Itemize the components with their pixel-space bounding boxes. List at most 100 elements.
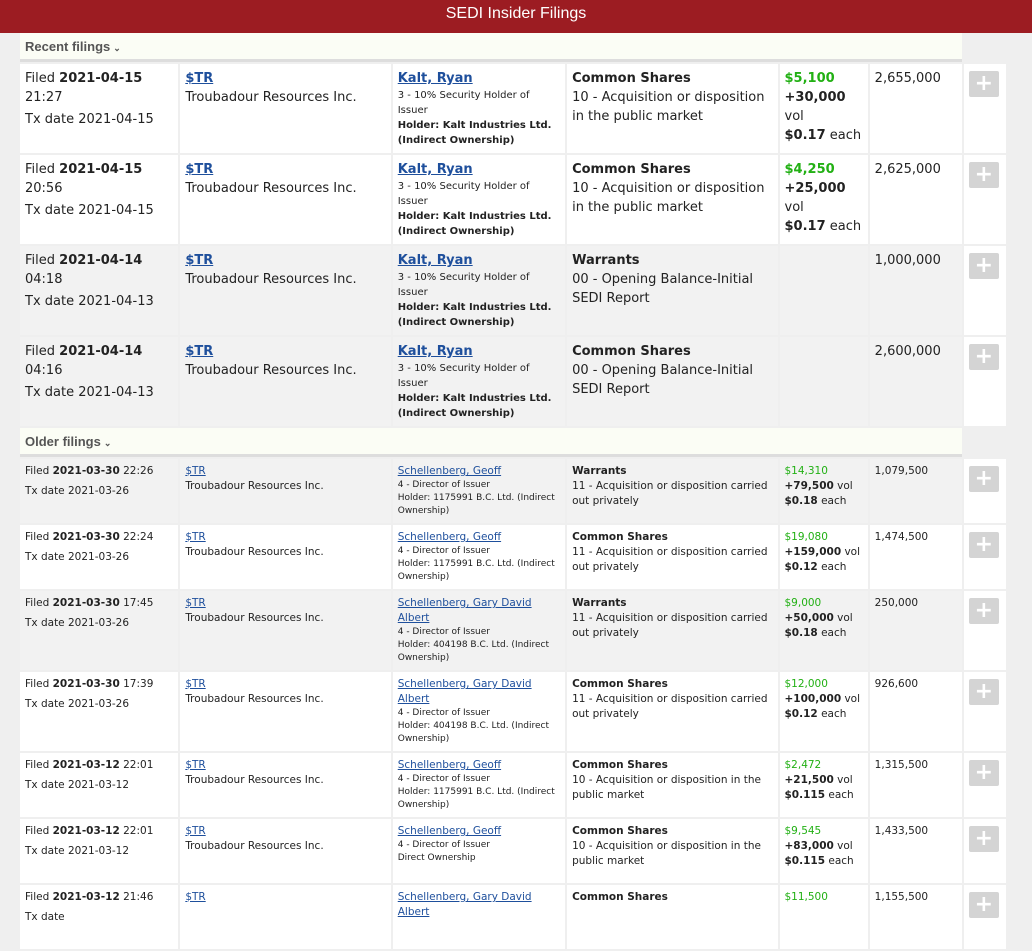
unit-price: $0.17: [784, 219, 826, 234]
section-header-recent[interactable]: Recent filings ⌄: [20, 33, 962, 62]
unit-price: $0.17: [784, 128, 826, 143]
filed-cell: Filed 2021-03-30 17:39 Tx date 2021-03-26: [20, 672, 179, 751]
insider-link[interactable]: Kalt, Ryan: [397, 71, 473, 86]
insider-cell: Kalt, Ryan 3 - 10% Security Holder of Iss…: [392, 246, 566, 335]
volume-label: vol: [844, 546, 861, 558]
ticker-link[interactable]: $TR: [185, 825, 206, 837]
security-type: Warrants: [572, 597, 627, 609]
holdings: 926,600: [874, 678, 919, 690]
tx-date: 2021-03-26: [68, 551, 130, 563]
volume: +159,000: [784, 546, 842, 558]
issuer-cell: $TR Troubadour Resources Inc.: [180, 672, 391, 751]
section-title: Recent filings: [25, 39, 111, 54]
insider-link[interactable]: Schellenberg, Geoff: [397, 531, 502, 543]
insider-cell: Schellenberg, Gary David Albert 4 - Direc…: [392, 591, 566, 670]
tx-label: Tx date: [25, 485, 65, 497]
expand-button[interactable]: +: [968, 162, 999, 188]
filed-cell: Filed 2021-04-14 04:16 Tx date 2021-04-13: [20, 337, 179, 426]
tx-date: 2021-04-15: [78, 203, 154, 218]
expand-button[interactable]: +: [968, 253, 999, 279]
expand-button[interactable]: +: [968, 344, 999, 370]
holdings-cell: 1,000,000: [869, 246, 962, 335]
insider-role: 4 - Director of Issuer: [397, 480, 490, 490]
ticker-link[interactable]: $TR: [185, 162, 214, 177]
filed-time: 17:39: [123, 678, 154, 690]
holdings: 2,600,000: [874, 344, 941, 359]
tx-date: 2021-04-15: [78, 112, 154, 127]
plus-icon: +: [974, 760, 994, 785]
company-name: Troubadour Resources Inc.: [185, 480, 324, 492]
insider-link[interactable]: Kalt, Ryan: [397, 253, 473, 268]
insider-link[interactable]: Schellenberg, Geoff: [397, 465, 502, 477]
unit-price: $0.12: [784, 708, 818, 720]
insider-link[interactable]: Kalt, Ryan: [397, 344, 473, 359]
holdings-cell: 2,600,000: [869, 337, 962, 426]
value-cell: $5,100 +30,000 vol $0.17 each: [779, 64, 868, 153]
tx-date: 2021-03-26: [68, 485, 130, 497]
value-cell: $19,080 +159,000 vol $0.12 each: [779, 525, 868, 589]
expand-cell: +: [963, 64, 1006, 153]
transaction-nature: 10 - Acquisition or disposition in the p…: [572, 774, 761, 801]
filed-cell: Filed 2021-03-30 22:26 Tx date 2021-03-26: [20, 459, 179, 523]
expand-button[interactable]: +: [968, 598, 999, 624]
company-name: Troubadour Resources Inc.: [185, 181, 357, 196]
ticker-link[interactable]: $TR: [185, 253, 214, 268]
ticker-link[interactable]: $TR: [185, 891, 206, 903]
security-cell: Common Shares 00 - Opening Balance-Initia…: [567, 337, 778, 426]
transaction-value: $9,000: [784, 597, 822, 609]
holdings: 1,474,500: [874, 531, 929, 543]
insider-link[interactable]: Schellenberg, Geoff: [397, 825, 502, 837]
ticker-link[interactable]: $TR: [185, 71, 214, 86]
holder-info: Holder: 1175991 B.C. Ltd. (Indirect Owne…: [397, 559, 555, 582]
company-name: Troubadour Resources Inc.: [185, 612, 324, 624]
ticker-link[interactable]: $TR: [185, 678, 206, 690]
table-row: Filed 2021-04-14 04:16 Tx date 2021-04-13…: [20, 337, 1006, 426]
expand-button[interactable]: +: [968, 532, 999, 558]
holdings-cell: 250,000: [869, 591, 962, 670]
holder-info: Holder: Kalt Industries Ltd. (Indirect O…: [397, 211, 552, 237]
insider-link[interactable]: Schellenberg, Gary David Albert: [397, 678, 532, 705]
expand-button[interactable]: +: [968, 826, 999, 852]
filed-cell: Filed 2021-03-30 22:24 Tx date 2021-03-26: [20, 525, 179, 589]
expand-button[interactable]: +: [968, 71, 999, 97]
insider-cell: Schellenberg, Geoff 4 - Director of Issue…: [392, 525, 566, 589]
expand-button[interactable]: +: [968, 760, 999, 786]
section-header-older[interactable]: Older filings ⌄: [20, 428, 962, 457]
unit-price: $0.115: [784, 855, 826, 867]
expand-button[interactable]: +: [968, 892, 999, 918]
ticker-link[interactable]: $TR: [185, 531, 206, 543]
ticker-link[interactable]: $TR: [185, 344, 214, 359]
chevron-down-icon: ⌄: [103, 438, 112, 448]
volume: +21,500: [784, 774, 834, 786]
expand-button[interactable]: +: [968, 466, 999, 492]
tx-label: Tx date: [25, 294, 75, 309]
security-cell: Common Shares 11 - Acquisition or disposi…: [567, 525, 778, 589]
security-type: Warrants: [572, 253, 640, 268]
insider-link[interactable]: Schellenberg, Gary David Albert: [397, 597, 532, 624]
ticker-link[interactable]: $TR: [185, 465, 206, 477]
holdings-cell: 1,433,500: [869, 819, 962, 883]
filed-cell: Filed 2021-03-12 22:01 Tx date 2021-03-12: [20, 819, 179, 883]
plus-icon: +: [974, 598, 994, 623]
security-cell: Common Shares 11 - Acquisition or disposi…: [567, 672, 778, 751]
each-label: each: [829, 219, 862, 234]
insider-role: 4 - Director of Issuer: [397, 546, 490, 556]
insider-link[interactable]: Schellenberg, Gary David Albert: [397, 891, 532, 918]
filed-date: 2021-04-14: [59, 344, 143, 359]
plus-icon: +: [974, 466, 994, 491]
expand-cell: +: [963, 885, 1006, 949]
issuer-cell: $TR: [180, 885, 391, 949]
transaction-value: $9,545: [784, 825, 822, 837]
holdings: 1,155,500: [874, 891, 929, 903]
ticker-link[interactable]: $TR: [185, 759, 206, 771]
security-type: Common Shares: [572, 344, 691, 359]
table-row: Filed 2021-03-30 22:26 Tx date 2021-03-26…: [20, 459, 1006, 523]
insider-link[interactable]: Schellenberg, Geoff: [397, 759, 502, 771]
insider-link[interactable]: Kalt, Ryan: [397, 162, 473, 177]
table-row: Filed 2021-03-12 22:01 Tx date 2021-03-12…: [20, 753, 1006, 817]
expand-button[interactable]: +: [968, 679, 999, 705]
filed-time: 17:45: [123, 597, 154, 609]
security-cell: Common Shares 10 - Acquisition or disposi…: [567, 155, 778, 244]
tx-label: Tx date: [25, 845, 65, 857]
ticker-link[interactable]: $TR: [185, 597, 206, 609]
